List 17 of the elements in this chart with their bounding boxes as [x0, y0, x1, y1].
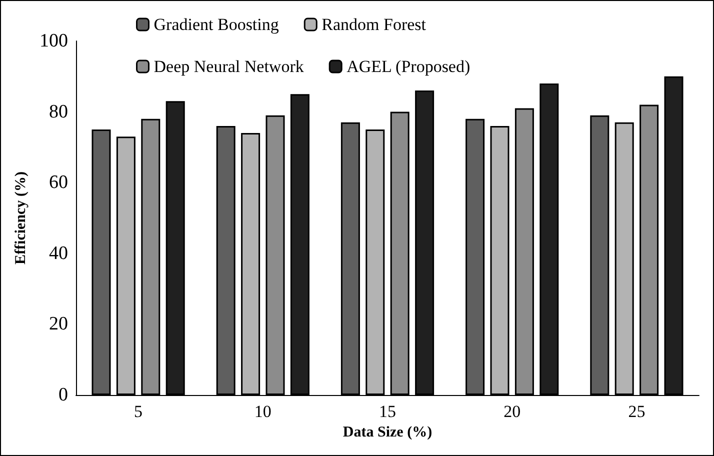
legend-label: Deep Neural Network — [154, 57, 304, 76]
x-tick-label: 20 — [504, 402, 521, 421]
x-tick-label: 5 — [134, 402, 143, 421]
y-axis-title: Efficiency (%) — [13, 172, 30, 264]
y-tick-label: 40 — [49, 242, 68, 264]
x-axis-title: Data Size (%) — [342, 424, 432, 440]
y-tick-label: 60 — [49, 172, 68, 194]
x-tick-label: 10 — [254, 402, 272, 421]
y-tick-label: 0 — [58, 384, 68, 406]
legend-label: AGEL (Proposed) — [346, 57, 470, 76]
legend-label: Gradient Boosting — [154, 15, 280, 34]
y-tick-label: 80 — [49, 101, 68, 122]
y-tick-label: 100 — [40, 30, 68, 52]
legend-label: Random Forest — [322, 15, 426, 34]
x-tick-label: 25 — [628, 402, 646, 421]
x-tick-label: 15 — [379, 402, 396, 421]
y-tick-label: 20 — [49, 314, 68, 335]
